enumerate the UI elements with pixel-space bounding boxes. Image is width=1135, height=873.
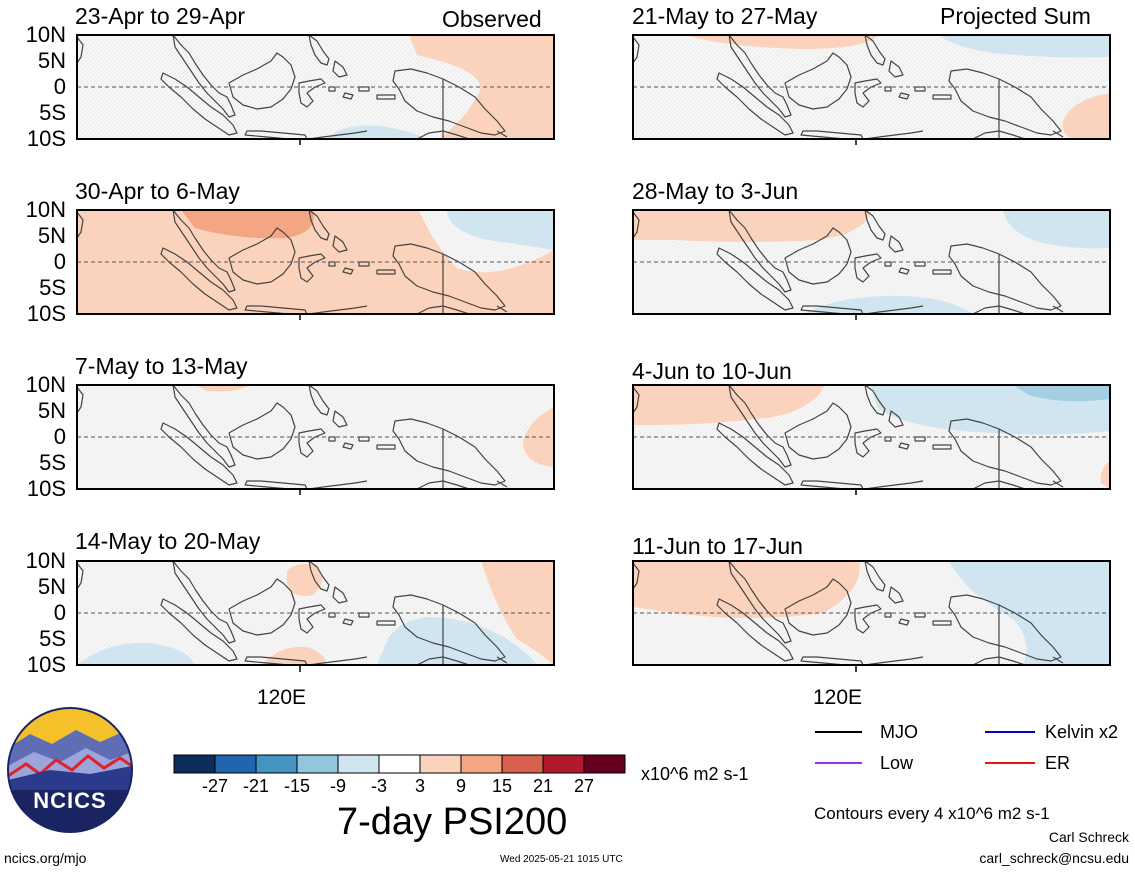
logo-text: NCICS	[33, 788, 107, 813]
lat-label: 5N	[37, 574, 66, 599]
panel-title-projected-3: 4-Jun to 10-Jun	[632, 358, 792, 384]
lat-label: 0	[53, 249, 66, 274]
colorbar	[173, 754, 626, 774]
lat-label: 5N	[37, 398, 66, 423]
panel-observed-4	[76, 560, 555, 666]
timestamp: Wed 2025-05-21 1015 UTC	[500, 854, 623, 865]
lat-label: 5S	[39, 100, 66, 125]
colorbar-tick-label: 27	[573, 776, 595, 796]
author-name: Carl Schreck	[1048, 829, 1129, 845]
panel-observed-3	[76, 384, 555, 490]
colorbar-tick-label: 15	[491, 776, 513, 796]
colorbar-tick-label: -27	[201, 776, 228, 796]
colorbar-swatch	[460, 754, 503, 774]
website-link[interactable]: ncics.org/mjo	[4, 850, 87, 866]
lat-label: 10N	[25, 22, 66, 47]
lat-label: 10S	[26, 652, 66, 677]
projected-label: Projected Sum	[940, 3, 1091, 29]
legend-label-kelvin: Kelvin x2	[1045, 722, 1119, 742]
colorbar-tick-label: 21	[532, 776, 554, 796]
panel-title-projected-4: 11-Jun to 17-Jun	[632, 533, 803, 559]
figure-title: 7-day PSI200	[337, 801, 568, 843]
colorbar-tick-label: 9	[455, 776, 466, 796]
colorbar-swatch	[583, 754, 626, 774]
panel-projected-4	[632, 560, 1111, 666]
observed-label: Observed	[442, 6, 542, 32]
lon-label-right: 120E	[813, 686, 863, 709]
contour-note: Contours every 4 x10^6 m2 s-1	[814, 804, 1050, 823]
panel-title-observed-1: 23-Apr to 29-Apr	[75, 3, 246, 29]
lat-label: 5S	[39, 450, 66, 475]
panel-observed-2	[76, 209, 555, 315]
colorbar-tick-label: 3	[414, 776, 425, 796]
lat-label: 5N	[37, 48, 66, 73]
legend-label-er: ER	[1045, 753, 1071, 773]
lat-label: 5S	[39, 626, 66, 651]
ncics-logo	[7, 707, 133, 833]
lat-label: 10S	[26, 126, 66, 151]
lat-label: 10N	[25, 197, 66, 222]
panel-title-projected-1: 21-May to 27-May	[632, 3, 818, 29]
lat-label: 0	[53, 424, 66, 449]
lat-label: 5S	[39, 275, 66, 300]
lat-label: 5N	[37, 223, 66, 248]
panel-observed-1	[76, 34, 555, 140]
colorbar-swatch	[542, 754, 585, 774]
colorbar-tick-label: -21	[242, 776, 269, 796]
legend-label-mjo: MJO	[880, 722, 918, 742]
lon-label-left: 120E	[257, 686, 307, 709]
panel-projected-2	[632, 209, 1111, 315]
lat-label: 0	[53, 600, 66, 625]
legend-label-low: Low	[880, 753, 914, 773]
colorbar-tick-label: -9	[329, 776, 346, 796]
lat-label: 0	[53, 74, 66, 99]
lat-label: 10S	[26, 476, 66, 501]
colorbar-tick-label: -15	[283, 776, 310, 796]
colorbar-swatch	[173, 754, 216, 774]
panel-title-observed-2: 30-Apr to 6-May	[75, 178, 240, 204]
panel-title-observed-4: 14-May to 20-May	[75, 528, 261, 554]
lat-label: 10S	[26, 301, 66, 326]
colorbar-swatch	[501, 754, 544, 774]
colorbar-swatch	[214, 754, 257, 774]
colorbar-units: x10^6 m2 s-1	[641, 764, 749, 784]
colorbar-swatch	[296, 754, 339, 774]
lat-label: 10N	[25, 372, 66, 397]
lat-label: 10N	[25, 548, 66, 573]
panel-ticks	[299, 139, 857, 672]
colorbar-swatch	[378, 754, 421, 774]
colorbar-tick-label: -3	[370, 776, 387, 796]
author-email[interactable]: carl_schreck@ncsu.edu	[979, 850, 1129, 866]
colorbar-swatch	[419, 754, 462, 774]
panel-title-projected-2: 28-May to 3-Jun	[632, 178, 799, 204]
colorbar-swatch	[337, 754, 380, 774]
colorbar-swatch	[255, 754, 298, 774]
panel-title-observed-3: 7-May to 13-May	[75, 353, 248, 379]
panel-projected-1	[632, 34, 1111, 140]
panel-projected-3	[632, 384, 1111, 490]
